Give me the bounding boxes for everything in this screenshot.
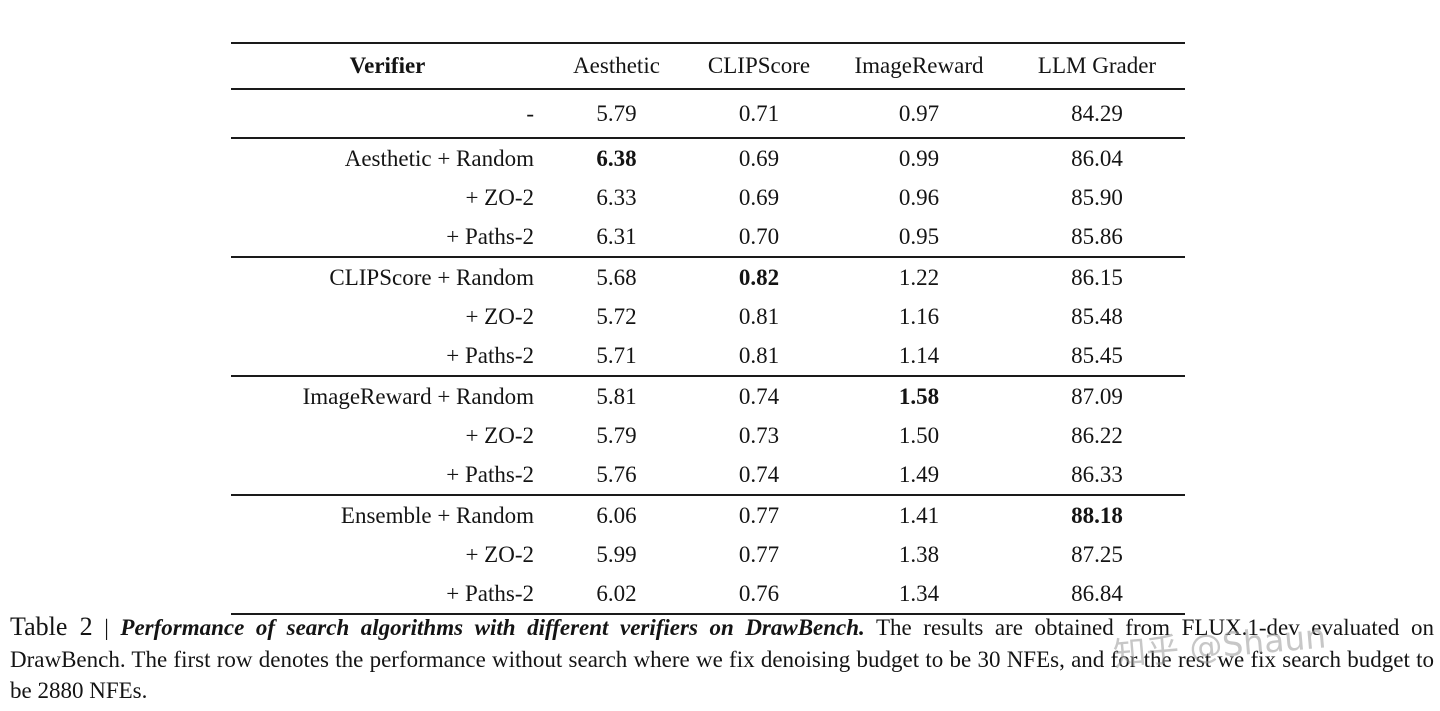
value-cell: 0.73 (738, 422, 780, 448)
value-cell: 6.06 (596, 502, 637, 528)
value-cell: 0.69 (738, 184, 780, 210)
verifier-label: Aesthetic + Random (344, 145, 534, 171)
value-cell: 0.77 (738, 502, 780, 528)
value-cell: 5.99 (596, 541, 637, 567)
value-cell: 5.81 (596, 383, 637, 409)
col-header-clipscore: CLIPScore (707, 53, 811, 78)
table-row: - 5.79 0.71 0.97 84.29 (231, 89, 1185, 138)
verifier-label: + ZO-2 (465, 541, 534, 567)
value-cell: 0.81 (738, 342, 780, 368)
value-cell: 86.15 (1071, 264, 1123, 290)
value-cell: 85.45 (1071, 342, 1123, 368)
value-cell: 0.97 (898, 100, 940, 126)
table-row: Aesthetic + Random 6.38 0.69 0.99 86.04 (231, 138, 1185, 178)
value-cell: 0.74 (738, 383, 780, 409)
value-cell: 6.02 (596, 580, 637, 606)
table-row: + ZO-2 5.72 0.81 1.16 85.48 (231, 297, 1185, 336)
value-cell: 5.71 (596, 342, 637, 368)
group-clipscore: CLIPScore + Random 5.68 0.82 1.22 86.15 + ZO-… (231, 257, 1185, 376)
value-cell: 85.86 (1071, 223, 1123, 249)
table-row: + Paths-2 6.02 0.76 1.34 86.84 (231, 574, 1185, 614)
value-cell: 0.82 (738, 264, 780, 290)
group-imagereward: ImageReward + Random 5.81 0.74 1.58 87.09 + Z… (231, 376, 1185, 495)
value-cell: 87.25 (1071, 541, 1123, 567)
caption-separator: | (104, 615, 109, 640)
table-caption: Table 2 | Performance of search algorith… (10, 611, 1434, 707)
verifier-label: + ZO-2 (465, 184, 534, 210)
value-cell: 1.16 (898, 303, 940, 329)
value-cell: 0.95 (898, 223, 940, 249)
value-cell: 86.33 (1071, 461, 1123, 487)
verifier-label: + Paths-2 (446, 580, 534, 606)
value-cell: 5.76 (596, 461, 637, 487)
value-cell: 85.48 (1071, 303, 1123, 329)
caption-body: The results are obtained from FLUX.1-dev… (10, 615, 1434, 703)
results-table-wrap: Verifier Aesthetic CLIPScore ImageReward… (231, 42, 1185, 615)
value-cell: 0.71 (738, 100, 780, 126)
value-cell: 0.76 (738, 580, 780, 606)
value-cell: 5.72 (596, 303, 637, 329)
value-cell: 1.50 (898, 422, 940, 448)
results-table: Verifier Aesthetic CLIPScore ImageReward… (231, 42, 1185, 615)
table-row: ImageReward + Random 5.81 0.74 1.58 87.09 (231, 376, 1185, 416)
value-cell: 0.96 (898, 184, 940, 210)
value-cell: 5.79 (596, 422, 637, 448)
col-header-llm-grader: LLM Grader (1037, 53, 1157, 78)
table-row: + Paths-2 5.76 0.74 1.49 86.33 (231, 455, 1185, 495)
value-cell: 1.58 (898, 383, 940, 409)
value-cell: 6.33 (596, 184, 637, 210)
value-cell: 86.84 (1071, 580, 1123, 606)
table-row: + Paths-2 6.31 0.70 0.95 85.86 (231, 217, 1185, 257)
value-cell: 87.09 (1071, 383, 1123, 409)
value-cell: 1.41 (898, 502, 940, 528)
table-row: + ZO-2 5.99 0.77 1.38 87.25 (231, 535, 1185, 574)
verifier-label: Ensemble + Random (340, 502, 534, 528)
value-cell: 1.49 (898, 461, 940, 487)
table-row: + ZO-2 6.33 0.69 0.96 85.90 (231, 178, 1185, 217)
value-cell: 86.22 (1071, 422, 1123, 448)
value-cell: 0.99 (898, 145, 940, 171)
value-cell: 5.79 (596, 100, 637, 126)
verifier-label: - (526, 100, 534, 126)
value-cell: 1.34 (898, 580, 940, 606)
value-cell: 0.81 (738, 303, 780, 329)
table-row: + Paths-2 5.71 0.81 1.14 85.45 (231, 336, 1185, 376)
verifier-label: + Paths-2 (446, 223, 534, 249)
value-cell: 1.22 (898, 264, 940, 290)
verifier-label: + ZO-2 (465, 422, 534, 448)
group-aesthetic: Aesthetic + Random 6.38 0.69 0.99 86.04 + ZO-… (231, 138, 1185, 257)
value-cell: 1.14 (898, 342, 940, 368)
caption-title: Performance of search algorithms with di… (120, 615, 865, 640)
group-ensemble: Ensemble + Random 6.06 0.77 1.41 88.18 + ZO-2… (231, 495, 1185, 614)
verifier-label: ImageReward + Random (302, 383, 534, 409)
col-header-verifier: Verifier (349, 53, 426, 78)
verifier-label: + Paths-2 (446, 461, 534, 487)
value-cell: 86.04 (1071, 145, 1123, 171)
table-row: Ensemble + Random 6.06 0.77 1.41 88.18 (231, 495, 1185, 535)
table-row: CLIPScore + Random 5.68 0.82 1.22 86.15 (231, 257, 1185, 297)
verifier-label: + ZO-2 (465, 303, 534, 329)
value-cell: 6.31 (596, 223, 637, 249)
col-header-imagereward: ImageReward (854, 53, 984, 78)
value-cell: 1.38 (898, 541, 940, 567)
value-cell: 6.38 (596, 145, 637, 171)
value-cell: 0.69 (738, 145, 780, 171)
verifier-label: + Paths-2 (446, 342, 534, 368)
table-row: + ZO-2 5.79 0.73 1.50 86.22 (231, 416, 1185, 455)
value-cell: 0.74 (738, 461, 780, 487)
value-cell: 85.90 (1071, 184, 1123, 210)
caption-tag: Table 2 (10, 612, 93, 641)
value-cell: 0.77 (738, 541, 780, 567)
value-cell: 0.70 (738, 223, 780, 249)
value-cell: 5.68 (596, 264, 637, 290)
verifier-label: CLIPScore + Random (329, 264, 534, 290)
header-row: Verifier Aesthetic CLIPScore ImageReward… (231, 43, 1185, 89)
value-cell: 84.29 (1071, 100, 1123, 126)
value-cell: 88.18 (1071, 502, 1123, 528)
group-no-search: - 5.79 0.71 0.97 84.29 (231, 89, 1185, 138)
col-header-aesthetic: Aesthetic (573, 53, 660, 78)
